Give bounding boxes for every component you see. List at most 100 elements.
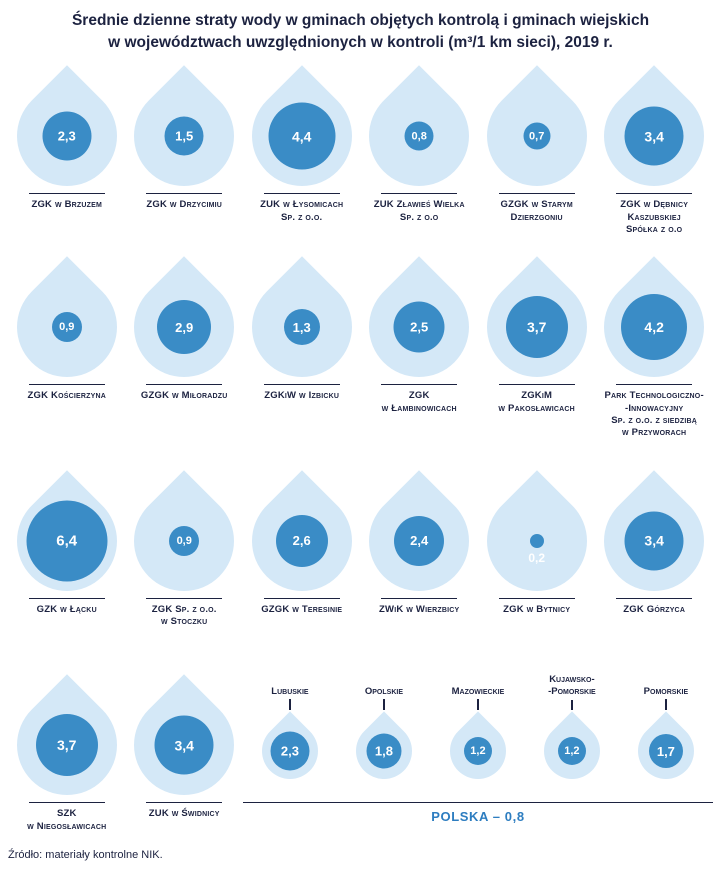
value-label: 0,9	[176, 534, 192, 547]
connector-line	[289, 699, 291, 711]
divider-line	[263, 384, 340, 386]
municipality-label: ZGKiW w Izbicku	[264, 390, 340, 402]
connector-line	[383, 699, 385, 711]
value-bubble: 0,8	[404, 121, 434, 151]
infographic-page: Średnie dzienne straty wody w gminach ob…	[0, 12, 721, 861]
water-drop: 0,8	[348, 65, 490, 208]
value-bubble: 2,3	[42, 111, 92, 161]
water-drop: 1,8	[344, 711, 424, 792]
value-label: 1,5	[175, 128, 194, 144]
value-bubble: 1,5	[164, 116, 204, 156]
municipality-label: ZGK w Dębnicy Kaszubskiej Spółka z o.o	[620, 199, 689, 236]
divider-line	[498, 384, 575, 386]
chart-row-4: 3,7 SZK w Niegosławicach 3,4 ZUK w Świdni…	[0, 674, 713, 833]
value-bubble: 3,7	[505, 296, 568, 359]
divider-line	[616, 193, 693, 195]
water-drop: 0,7	[465, 65, 608, 208]
value-label: 2,4	[410, 533, 429, 549]
value-label: 0,8	[411, 130, 427, 143]
municipality-item: 2,6 GZGK w Teresinie	[230, 470, 373, 616]
voivodeship-item: Pomorskie 1,7	[619, 674, 713, 795]
municipality-label: GZGK w Starym Dzierzgoniu	[500, 199, 573, 223]
municipality-item: 2,3 ZGK w Brzuzem	[0, 65, 138, 211]
municipality-label: ZUK w Świdnicy	[148, 808, 220, 820]
municipality-item: 2,5 ZGK w Łambinowicach	[348, 256, 490, 415]
municipality-item: 4,4 ZUK w Łysomicach Sp. z o.o.	[230, 65, 373, 224]
value-label: 4,4	[291, 128, 312, 145]
water-drop: 2,3	[0, 65, 138, 208]
voivodeship-label: Lubuskie	[271, 685, 309, 697]
divider-line	[146, 193, 223, 195]
value-label: 1,2	[564, 745, 580, 758]
municipality-label: SZK w Niegosławicach	[27, 808, 107, 832]
divider-line	[146, 597, 223, 599]
water-drop: 2,5	[348, 256, 490, 399]
connector-line	[665, 699, 667, 711]
chart-title: Średnie dzienne straty wody w gminach ob…	[71, 12, 650, 51]
water-drop: 4,4	[230, 65, 373, 208]
value-label: 3,4	[644, 532, 664, 549]
value-bubble: 3,4	[624, 511, 684, 571]
water-drop: 3,4	[113, 674, 255, 817]
value-bubble: 1,3	[283, 309, 320, 346]
divider-line	[28, 597, 105, 599]
municipality-label: GZGK w Miłoradzu	[140, 390, 228, 402]
value-label: 2,6	[292, 533, 311, 549]
value-bubble: 3,4	[154, 715, 214, 775]
water-drop: 0,9	[113, 470, 255, 612]
water-drop: 2,9	[113, 256, 255, 399]
voivodeship-row: Lubuskie 2,3 Opolskie 1,	[243, 674, 713, 795]
value-bubble: 0,9	[51, 312, 82, 343]
municipality-label: ZUK w Łysomicach Sp. z o.o.	[260, 199, 344, 223]
water-drop: 2,4	[348, 470, 490, 612]
value-bubble: 3,7	[35, 714, 98, 777]
value-label: 6,4	[56, 532, 78, 550]
value-bubble: 1,7	[648, 734, 683, 769]
municipality-label: ZWiK w Wierzbicy	[379, 603, 460, 615]
water-drop: 0,2	[465, 470, 608, 612]
value-label: 0,2	[528, 550, 546, 565]
value-bubble: 0,9	[169, 525, 200, 556]
municipality-label: Park Technologiczno- -Innowacyjny Sp. z o.…	[604, 390, 704, 439]
divider-line	[28, 384, 105, 386]
divider-line	[498, 597, 575, 599]
value-bubble: 4,2	[621, 294, 688, 361]
value-label: 2,5	[410, 319, 429, 335]
municipality-item: 4,2 Park Technologiczno- -Innowacyjny Sp. …	[583, 256, 721, 439]
value-bubble: 2,9	[157, 300, 212, 355]
water-drop: 3,7	[0, 674, 138, 817]
value-bubble: 2,6	[275, 514, 328, 567]
municipality-item: 3,7 SZK w Niegosławicach	[0, 674, 138, 833]
municipality-item: 2,4 ZWiK w Wierzbicy	[348, 470, 490, 616]
value-bubble: 2,4	[394, 515, 445, 566]
municipality-label: ZGK w Drzycimiu	[146, 199, 223, 211]
municipality-label: ZGK w Bytnicy	[503, 603, 571, 615]
divider-line	[146, 802, 223, 804]
voivodeship-item: Mazowieckie 1,2	[431, 674, 525, 795]
municipality-label: ZGK Górzyca	[623, 603, 686, 615]
water-drop: 2,6	[230, 470, 373, 612]
municipality-label: GZK w Łącku	[36, 603, 97, 615]
value-label: 0,7	[529, 130, 545, 143]
municipality-item: 0,8 ZUK Zławieś Wielka Sp. z o.o	[348, 65, 490, 224]
divider-line	[28, 802, 105, 804]
water-drop: 3,4	[583, 470, 721, 612]
water-drop: 3,4	[583, 65, 721, 208]
municipality-label: ZGK w Brzuzem	[31, 199, 103, 211]
chart-row-3: 6,4 GZK w Łącku 0,9 ZGK Sp. z o.o. w Stoc…	[0, 470, 721, 629]
divider-line	[263, 597, 340, 599]
value-bubble: 6,4	[26, 500, 108, 582]
water-drop: 1,5	[113, 65, 255, 208]
municipality-item: 2,9 GZGK w Miłoradzu	[113, 256, 255, 402]
divider-line	[263, 193, 340, 195]
municipality-label: ZUK Zławieś Wielka Sp. z o.o	[373, 199, 465, 223]
municipality-item: 3,4 ZUK w Świdnicy	[113, 674, 255, 820]
value-label: 1,8	[374, 743, 393, 759]
poland-divider-line	[242, 802, 713, 804]
chart-row-1: 2,3 ZGK w Brzuzem 1,5 ZGK w Drzycimiu 4,…	[0, 65, 721, 236]
water-drop: 6,4	[0, 470, 138, 612]
municipality-item: 0,7 GZGK w Starym Dzierzgoniu	[465, 65, 608, 224]
water-drop: 4,2	[583, 256, 721, 399]
value-label: 2,3	[57, 128, 76, 144]
municipality-label: ZGK w Łambinowicach	[381, 390, 457, 414]
